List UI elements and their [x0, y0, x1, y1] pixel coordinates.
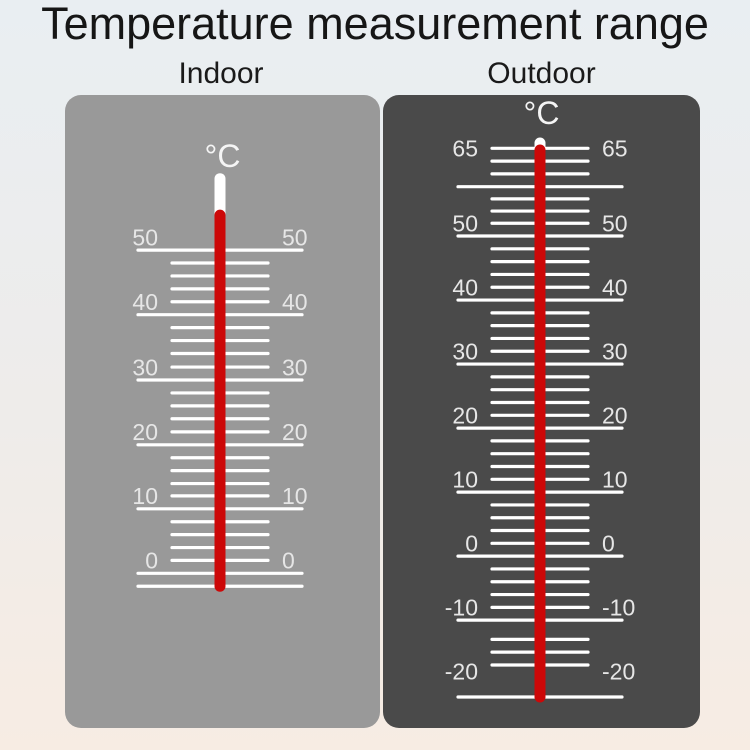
- svg-text:30: 30: [602, 339, 628, 365]
- svg-text:30: 30: [132, 354, 158, 380]
- svg-text:40: 40: [452, 275, 478, 301]
- svg-text:10: 10: [602, 467, 628, 493]
- svg-text:40: 40: [282, 289, 308, 315]
- svg-text:50: 50: [602, 211, 628, 237]
- svg-text:40: 40: [132, 289, 158, 315]
- svg-text:20: 20: [132, 419, 158, 445]
- svg-text:50: 50: [282, 224, 308, 250]
- svg-text:65: 65: [452, 136, 478, 162]
- svg-text:10: 10: [132, 483, 158, 509]
- svg-text:20: 20: [452, 403, 478, 429]
- svg-text:20: 20: [602, 403, 628, 429]
- svg-text:30: 30: [452, 339, 478, 365]
- svg-text:-10: -10: [445, 595, 478, 621]
- svg-text:0: 0: [282, 548, 295, 574]
- svg-text:50: 50: [132, 224, 158, 250]
- svg-text:10: 10: [452, 467, 478, 493]
- svg-text:50: 50: [452, 211, 478, 237]
- svg-text:20: 20: [282, 419, 308, 445]
- svg-text:0: 0: [602, 531, 615, 557]
- svg-text:10: 10: [282, 483, 308, 509]
- svg-text:65: 65: [602, 136, 628, 162]
- svg-text:0: 0: [145, 548, 158, 574]
- svg-text:30: 30: [282, 354, 308, 380]
- svg-text:0: 0: [465, 531, 478, 557]
- svg-text:40: 40: [602, 275, 628, 301]
- svg-text:-20: -20: [602, 659, 635, 685]
- svg-text:-10: -10: [602, 595, 635, 621]
- svg-text:-20: -20: [445, 659, 478, 685]
